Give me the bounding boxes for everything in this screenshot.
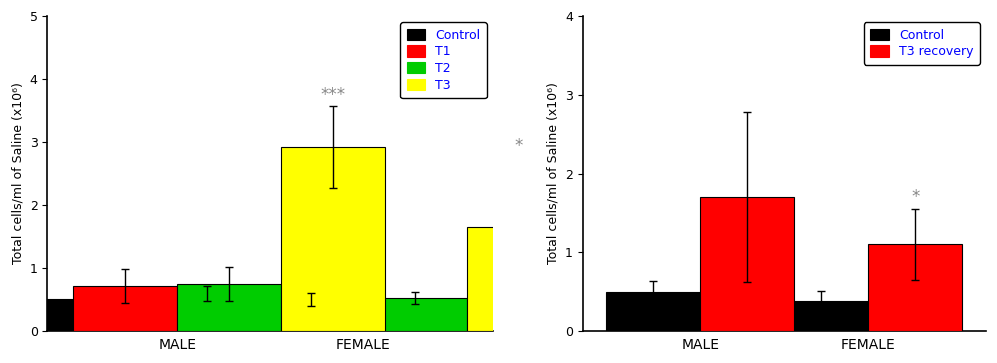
Y-axis label: Total cells/ml of Saline (x10⁶): Total cells/ml of Saline (x10⁶) xyxy=(546,83,559,265)
Bar xyxy=(259,299,363,331)
Bar xyxy=(606,291,700,331)
Bar xyxy=(0,299,74,331)
Legend: Control, T1, T2, T3: Control, T1, T2, T3 xyxy=(401,23,487,98)
Bar xyxy=(177,284,281,331)
Bar xyxy=(700,197,795,331)
Bar xyxy=(775,301,868,331)
Bar xyxy=(74,286,177,331)
Bar xyxy=(868,244,962,331)
Text: *: * xyxy=(514,137,523,155)
Text: ***: *** xyxy=(321,86,346,103)
Bar xyxy=(281,147,385,331)
Text: *: * xyxy=(911,188,919,206)
Legend: Control, T3 recovery: Control, T3 recovery xyxy=(863,23,980,65)
Y-axis label: Total cells/ml of Saline (x10⁶): Total cells/ml of Saline (x10⁶) xyxy=(11,83,24,265)
Bar xyxy=(156,293,259,331)
Bar xyxy=(467,227,571,331)
Bar xyxy=(363,298,467,331)
